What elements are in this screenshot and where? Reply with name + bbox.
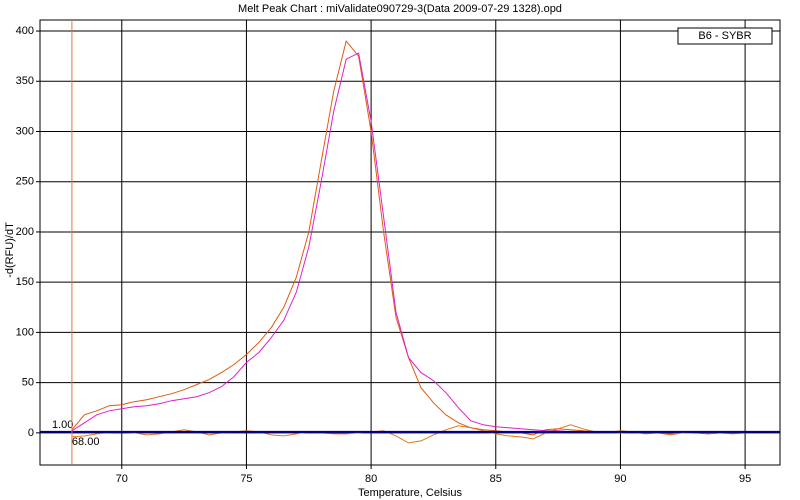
legend-label: B6 - SYBR — [698, 30, 751, 42]
x-tick-label: 70 — [116, 473, 128, 485]
y-tick-label: 150 — [16, 276, 34, 288]
y-tick-label: 400 — [16, 25, 34, 37]
y-tick-label: 100 — [16, 326, 34, 338]
x-tick-label: 80 — [365, 473, 377, 485]
x-tick-label: 90 — [614, 473, 626, 485]
threshold-label: 1.00 — [52, 419, 73, 431]
y-tick-label: 300 — [16, 125, 34, 137]
chart-title: Melt Peak Chart : miValidate090729-3(Dat… — [238, 3, 562, 15]
y-tick-label: 50 — [22, 377, 34, 389]
plot-area — [39, 19, 781, 466]
y-tick-label: 350 — [16, 75, 34, 87]
x-tick-label: 75 — [240, 473, 252, 485]
marker-label: 68.00 — [72, 436, 100, 448]
y-axis-label: -d(RFU)/dT — [4, 222, 16, 278]
y-tick-label: 200 — [16, 226, 34, 238]
y-tick-label: 250 — [16, 176, 34, 188]
legend-box — [677, 27, 773, 45]
y-tick-label: 0 — [28, 427, 34, 439]
x-tick-label: 95 — [739, 473, 751, 485]
x-axis-label: Temperature, Celsius — [358, 487, 462, 499]
x-tick-label: 85 — [490, 473, 502, 485]
